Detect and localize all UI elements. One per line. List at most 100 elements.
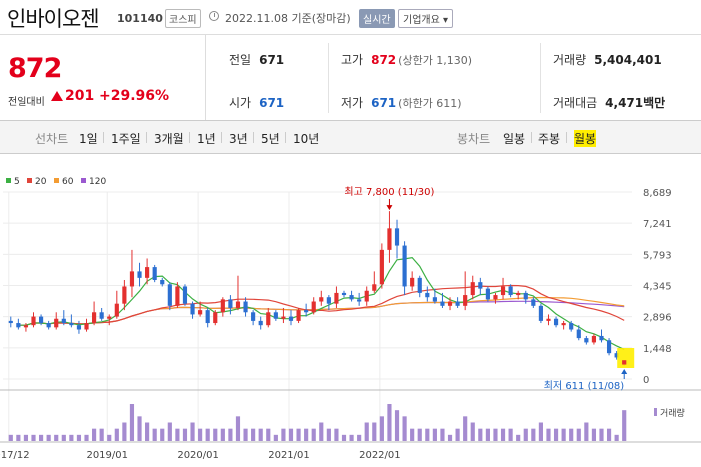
candle — [46, 323, 51, 328]
tab-1d[interactable]: 1일 — [79, 132, 98, 146]
candle — [569, 323, 574, 330]
y-tick-label: 0 — [643, 375, 649, 386]
change-percent: +29.96% — [99, 88, 170, 104]
volume-bar — [114, 428, 119, 441]
candle — [614, 353, 619, 358]
volume-stat: 거래량 5,404,401 — [553, 51, 662, 68]
high-value: 872 — [371, 53, 397, 67]
volume-bar — [357, 434, 362, 441]
stock-name: 인바이오젠 — [7, 7, 100, 31]
volume-bar — [213, 428, 218, 441]
legend-label: 5 — [14, 177, 20, 187]
y-tick-label: 7,241 — [643, 219, 672, 230]
legend-label: 60 — [62, 177, 74, 187]
volume-bar — [304, 428, 309, 441]
tab-5y[interactable]: 5년 — [261, 132, 280, 146]
volume-bar — [129, 404, 135, 441]
open-value: 671 — [259, 96, 285, 110]
volume-bar — [296, 428, 301, 441]
x-tick-label: 2020/01 — [177, 450, 219, 461]
current-price-box: 872 전일대비 201 +29.96% — [0, 35, 206, 120]
volume-bar — [478, 428, 483, 441]
volume-bar — [410, 428, 415, 441]
volume-bar — [46, 434, 51, 441]
volume-bar — [417, 428, 422, 441]
volume-bar — [76, 434, 82, 441]
candle — [114, 303, 119, 317]
amount-label: 거래대금 — [553, 96, 598, 110]
candle — [243, 301, 248, 313]
candle — [160, 280, 165, 285]
candle — [599, 335, 604, 341]
volume-bar — [622, 410, 627, 441]
candle — [523, 292, 528, 300]
stock-header: 인바이오젠 101140 코스피 2022.11.08 기준(장마감) 실시간 … — [0, 0, 701, 35]
legend-label: 120 — [89, 177, 106, 187]
candle — [447, 301, 453, 306]
current-price: 872 — [8, 53, 62, 84]
candle — [546, 318, 551, 321]
y-tick-label: 1,448 — [643, 344, 672, 355]
tab-1y[interactable]: 1년 — [197, 132, 216, 146]
volume-bar — [606, 428, 612, 441]
candle — [228, 299, 233, 308]
volume-label: 거래량 — [553, 53, 587, 67]
candle — [235, 301, 241, 308]
y-tick-label: 4,345 — [643, 281, 672, 292]
volume-bar — [538, 422, 543, 441]
prev-value: 671 — [259, 53, 285, 67]
up-arrow-icon — [51, 91, 63, 101]
max-arrow-icon — [386, 205, 393, 211]
candle — [357, 299, 362, 302]
x-tick-label: 2019/01 — [86, 450, 128, 461]
ma-20-line — [18, 284, 625, 326]
volume-bar — [160, 428, 165, 441]
volume-bar — [137, 416, 142, 441]
candle — [516, 292, 521, 296]
tab-3m[interactable]: 3개월 — [154, 132, 184, 146]
candle — [402, 245, 407, 287]
candle — [69, 323, 74, 326]
tab-daily[interactable]: 일봉 — [503, 132, 526, 146]
tab-3y[interactable]: 3년 — [229, 132, 248, 146]
candle — [531, 299, 536, 306]
ma-5-line — [18, 256, 625, 350]
volume-bar — [387, 404, 392, 441]
candle — [493, 295, 498, 300]
volume-bar — [205, 428, 210, 441]
candle — [508, 286, 513, 296]
volume-bar — [16, 434, 21, 441]
prev-label: 전일 — [229, 53, 252, 67]
candle — [326, 297, 331, 304]
candle — [129, 271, 135, 287]
volume-bar — [281, 428, 286, 441]
volume-bar — [569, 428, 574, 441]
volume-bar — [92, 428, 97, 441]
volume-bar — [334, 428, 339, 441]
candle — [258, 320, 263, 326]
market-badge: 코스피 — [165, 9, 201, 28]
volume-bar — [190, 422, 195, 441]
volume-bar — [425, 428, 430, 441]
min-annotation: 최저 611 (11/08) — [544, 380, 625, 392]
candle — [99, 312, 104, 319]
volume-bar — [266, 428, 271, 441]
volume-bar — [61, 434, 66, 441]
candle — [364, 290, 369, 302]
tab-1w[interactable]: 1주일 — [111, 132, 141, 146]
tab-monthly[interactable]: 월봉 — [574, 130, 597, 147]
candle — [198, 310, 203, 315]
volume-bar — [251, 428, 256, 441]
volume-bar — [167, 422, 172, 441]
realtime-button[interactable]: 실시간 — [359, 9, 395, 28]
volume-bar — [576, 428, 581, 441]
company-overview-button[interactable]: 기업개요 ▾ — [398, 9, 453, 28]
legend-swatch — [54, 178, 59, 183]
volume-bar — [175, 428, 180, 441]
candle — [23, 325, 29, 328]
tab-10y[interactable]: 10년 — [293, 132, 320, 146]
volume-bar — [69, 434, 74, 441]
volume-bar — [394, 410, 400, 441]
tab-weekly[interactable]: 주봉 — [538, 132, 561, 146]
